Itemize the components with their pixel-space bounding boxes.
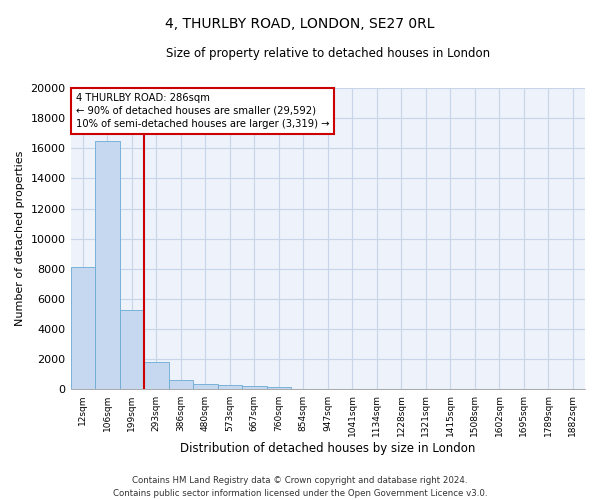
Bar bbox=[144, 362, 169, 390]
X-axis label: Distribution of detached houses by size in London: Distribution of detached houses by size … bbox=[180, 442, 475, 455]
Bar bbox=[95, 141, 119, 390]
Bar bbox=[119, 310, 144, 390]
Bar bbox=[242, 386, 266, 390]
Bar bbox=[218, 386, 242, 390]
Title: Size of property relative to detached houses in London: Size of property relative to detached ho… bbox=[166, 48, 490, 60]
Text: 4 THURLBY ROAD: 286sqm
← 90% of detached houses are smaller (29,592)
10% of semi: 4 THURLBY ROAD: 286sqm ← 90% of detached… bbox=[76, 92, 329, 129]
Text: 4, THURLBY ROAD, LONDON, SE27 0RL: 4, THURLBY ROAD, LONDON, SE27 0RL bbox=[165, 18, 435, 32]
Bar bbox=[169, 380, 193, 390]
Bar bbox=[71, 268, 95, 390]
Bar bbox=[266, 386, 291, 390]
Bar bbox=[193, 384, 218, 390]
Text: Contains HM Land Registry data © Crown copyright and database right 2024.
Contai: Contains HM Land Registry data © Crown c… bbox=[113, 476, 487, 498]
Y-axis label: Number of detached properties: Number of detached properties bbox=[15, 151, 25, 326]
